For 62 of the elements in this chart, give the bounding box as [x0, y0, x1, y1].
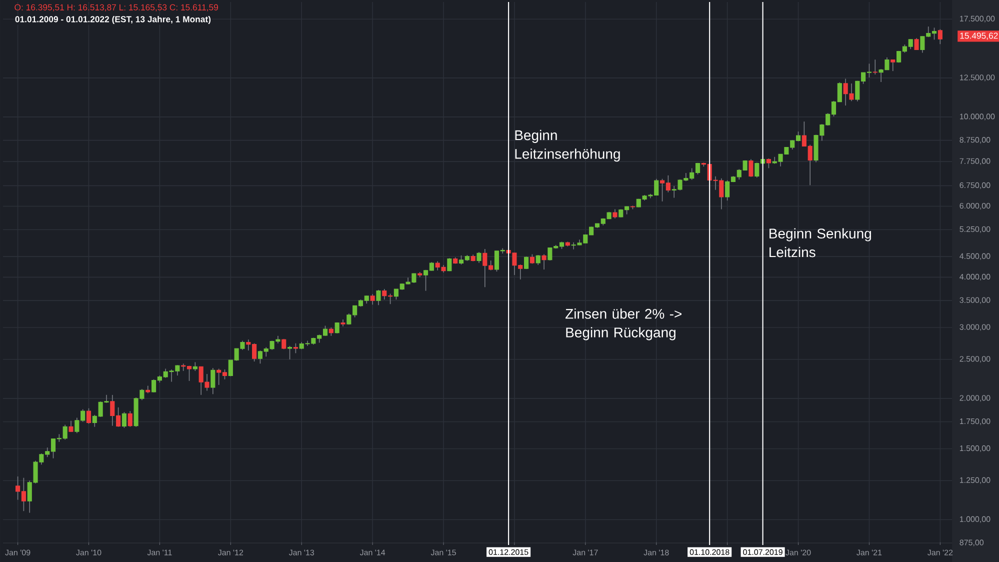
candlestick [890, 59, 896, 72]
candlestick [914, 38, 919, 50]
candlestick [447, 258, 452, 272]
y-tick-label: 10.000,00 [960, 114, 995, 120]
ref-line-label: 01.10.2018 [690, 549, 730, 555]
y-tick-label: 17.500,00 [960, 16, 995, 22]
candlestick [287, 346, 292, 360]
x-tick-label: Jan '10 [76, 550, 102, 556]
text: 01.01.2009 - 01.01.2022 (EST, 13 Jahre, 1 Monat) [15, 16, 211, 24]
candlestick [766, 158, 771, 169]
x-tick-label: Jan '09 [5, 550, 30, 556]
candlestick [542, 254, 546, 270]
x-tick-label: Jan '14 [360, 550, 386, 556]
y-tick-label: 12.500,00 [960, 74, 995, 82]
x-tick-label: Jan '11 [147, 550, 172, 556]
y-tick-label: 4.500,00 [960, 253, 990, 260]
x-tick-label: Jan '20 [786, 550, 811, 556]
x-tick-label: Jan '17 [572, 550, 598, 556]
annotation: Zinsen über 2% -> Beginn Rückgang [566, 308, 682, 340]
y-tick-label: 3.000,00 [960, 324, 990, 331]
candlestick [872, 59, 878, 75]
candlestick [376, 289, 381, 306]
x-tick-label: Jan '18 [644, 550, 669, 556]
x-tick-label: Jan '15 [430, 550, 456, 556]
y-tick-label: 1.250,00 [960, 477, 990, 484]
candlestick [524, 256, 529, 270]
y-tick-label: 7.750,00 [960, 158, 990, 165]
annotation: Beginn Senkung Leitzins [770, 228, 871, 258]
y-tick-label: 6.000,00 [960, 202, 990, 210]
y-tick-label: 1.000,00 [960, 516, 990, 523]
y-tick-label: 5.250,00 [960, 226, 990, 233]
candlestick [86, 408, 92, 424]
chart-title: O: 16.395,51 H: 16.513,87 L: 15.165,53 C: 15.611,59 [14, 4, 218, 12]
candlestick [530, 254, 534, 264]
candlestick [122, 412, 127, 428]
annotation: Beginn Leitzinserhöhung [515, 130, 620, 162]
x-tick-label: Jan '22 [928, 550, 953, 556]
candlestick [748, 158, 754, 178]
x-tick-label: Jan '13 [288, 550, 314, 556]
y-tick-label: 2.000,00 [960, 395, 990, 402]
candlestick [536, 254, 540, 266]
candlestick [128, 410, 132, 428]
candlestick [210, 368, 216, 394]
candlestick [340, 319, 346, 327]
ref-line-label: 01.07.2019 [743, 549, 782, 555]
y-tick-label: 8.750,00 [960, 137, 990, 144]
y-tick-label: 1.750,00 [960, 418, 990, 426]
candlestick [612, 208, 618, 219]
y-tick-label: 1.500,00 [960, 445, 990, 452]
y-tick-label: 3.500,00 [960, 297, 990, 304]
y-tick-label: 6.750,00 [960, 182, 990, 189]
candlestick [938, 28, 942, 45]
text: 15.495,62 [960, 32, 998, 40]
y-tick-label: 875,00 [960, 540, 984, 546]
candlestick [476, 252, 482, 264]
candlestick [370, 294, 375, 305]
ref-line-label: 01.12.2015 [488, 549, 528, 555]
candlestick [293, 342, 298, 354]
x-tick-label: Jan '21 [856, 550, 882, 556]
y-tick-label: 2.500,00 [960, 356, 990, 363]
x-tick-label: Jan '12 [218, 550, 244, 556]
y-tick-label: 4.000,00 [960, 274, 990, 280]
